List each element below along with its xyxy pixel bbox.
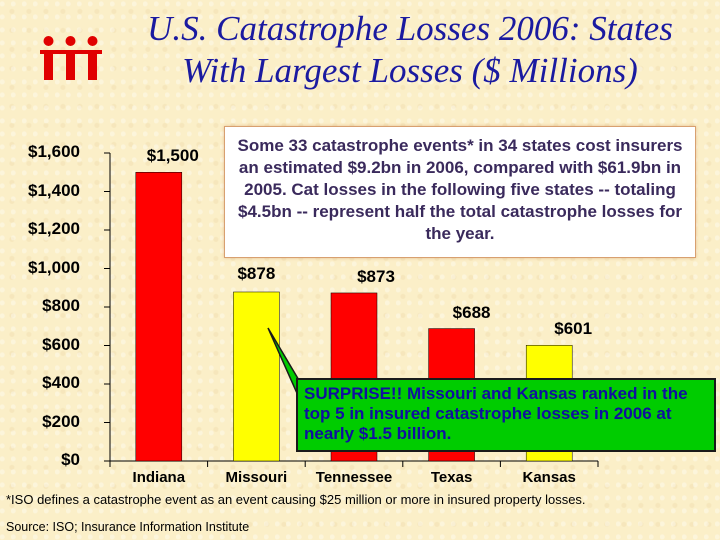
data-label-indiana: $1,500 bbox=[146, 146, 199, 166]
x-tick-label: Kansas bbox=[522, 469, 576, 486]
y-tick-label: $200 bbox=[42, 411, 80, 431]
y-tick-label: $800 bbox=[42, 296, 80, 315]
summary-callout-text: Some 33 catastrophe events* in 34 states… bbox=[237, 136, 683, 243]
page-title: U.S. Catastrophe Losses 2006: States Wit… bbox=[100, 8, 720, 92]
summary-callout: Some 33 catastrophe events* in 34 states… bbox=[224, 126, 696, 258]
y-tick-label: $1,200 bbox=[28, 219, 80, 238]
x-tick-label: Indiana bbox=[132, 469, 186, 486]
data-label-tennessee: $873 bbox=[357, 266, 395, 286]
bar-indiana bbox=[135, 172, 183, 462]
y-tick-label: $0 bbox=[61, 450, 80, 469]
y-tick-label: $1,400 bbox=[28, 180, 80, 200]
x-tick-label: Tennessee bbox=[315, 469, 393, 486]
y-tick-label: $1,000 bbox=[28, 257, 80, 277]
surprise-callout: SURPRISE!! Missouri and Kansas ranked in… bbox=[296, 378, 716, 452]
y-tick-label: $400 bbox=[42, 373, 80, 392]
data-label-kansas: $601 bbox=[554, 319, 593, 339]
bar-missouri bbox=[233, 291, 280, 462]
iii-logo-icon bbox=[40, 36, 102, 80]
x-tick-label: Texas bbox=[430, 469, 473, 486]
title-line-2: With Largest Losses ($ Millions) bbox=[182, 51, 638, 90]
footnote: *ISO defines a catastrophe event as an e… bbox=[6, 492, 586, 507]
source-note: Source: ISO; Insurance Information Insti… bbox=[6, 520, 250, 534]
data-label-missouri: $878 bbox=[237, 263, 276, 283]
surprise-callout-text: SURPRISE!! Missouri and Kansas ranked in… bbox=[304, 384, 688, 443]
y-tick-label: $600 bbox=[42, 334, 80, 354]
data-label-texas: $688 bbox=[452, 302, 491, 322]
title-line-1: U.S. Catastrophe Losses 2006: States bbox=[147, 9, 673, 48]
x-tick-label: Missouri bbox=[225, 469, 288, 486]
y-tick-label: $1,600 bbox=[28, 142, 80, 161]
